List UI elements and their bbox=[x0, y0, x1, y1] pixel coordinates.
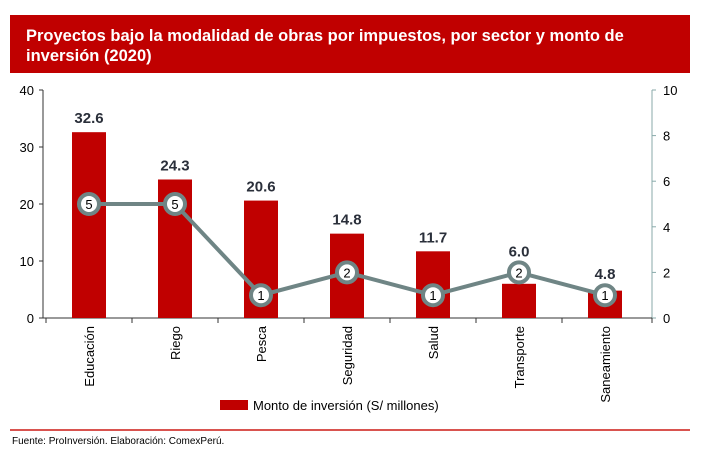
line-label: 2 bbox=[515, 265, 522, 280]
legend-swatch bbox=[220, 400, 248, 410]
line-label: 1 bbox=[257, 288, 264, 303]
bar bbox=[72, 132, 106, 318]
right-tick-label: 0 bbox=[663, 311, 670, 326]
bar-label: 20.6 bbox=[246, 179, 275, 196]
left-tick-label: 30 bbox=[20, 140, 34, 155]
line-marker bbox=[335, 260, 359, 285]
left-tick-label: 40 bbox=[20, 83, 34, 98]
line-marker bbox=[163, 192, 187, 216]
left-tick-label: 0 bbox=[27, 311, 34, 326]
x-tick-label: Riego bbox=[168, 326, 183, 360]
line-marker bbox=[507, 260, 531, 285]
line-marker bbox=[77, 192, 101, 216]
line-label: 2 bbox=[343, 265, 350, 280]
x-tick-label: Salud bbox=[426, 326, 441, 359]
right-tick-label: 2 bbox=[663, 265, 670, 280]
x-tick-label: Saneamiento bbox=[598, 326, 613, 403]
legend-label: Monto de inversión (S/ millones) bbox=[253, 398, 439, 413]
line-marker bbox=[593, 283, 617, 308]
source-note: Fuente: ProInversión. Elaboración: Comex… bbox=[12, 436, 225, 447]
bar-label: 6.0 bbox=[509, 243, 530, 260]
divider bbox=[10, 429, 690, 431]
line-label: 5 bbox=[85, 197, 92, 212]
left-tick-label: 20 bbox=[20, 197, 34, 212]
left-tick-label: 10 bbox=[20, 254, 34, 269]
x-tick-label: Pesca bbox=[254, 325, 269, 362]
line-marker bbox=[421, 283, 445, 308]
line-label: 1 bbox=[601, 288, 608, 303]
bar-label: 14.8 bbox=[332, 212, 361, 229]
line-label: 5 bbox=[171, 197, 178, 212]
right-tick-label: 6 bbox=[663, 174, 670, 189]
x-tick-label: Educación bbox=[82, 326, 97, 387]
right-tick-label: 10 bbox=[663, 83, 677, 98]
x-tick-label: Transporte bbox=[512, 326, 527, 388]
bar-label: 11.7 bbox=[419, 229, 447, 246]
right-tick-label: 4 bbox=[663, 220, 670, 235]
x-tick-label: Seguridad bbox=[340, 326, 355, 385]
bar-label: 4.8 bbox=[595, 266, 616, 283]
bar-label: 32.6 bbox=[74, 110, 103, 127]
line-marker bbox=[249, 283, 273, 308]
line-label: 1 bbox=[429, 288, 436, 303]
right-tick-label: 8 bbox=[663, 129, 670, 144]
chart-title: Proyectos bajo la modalidad de obras por… bbox=[10, 15, 690, 73]
bar-label: 24.3 bbox=[160, 157, 189, 174]
bar bbox=[502, 283, 536, 318]
